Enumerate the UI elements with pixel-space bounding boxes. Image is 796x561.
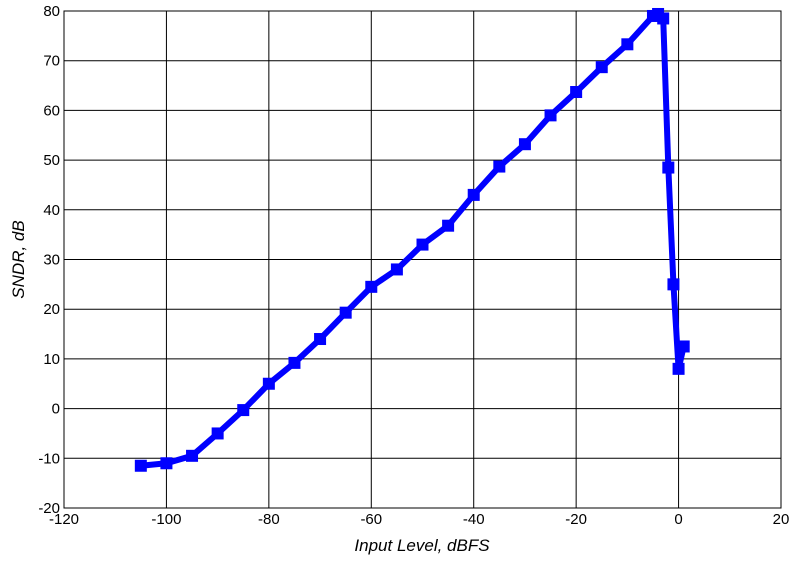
data-point-marker [160,457,173,470]
y-axis-label: SNDR, dB [9,220,28,298]
x-axis-ticks: -120 -100 -80 -60 -40 -20 0 20 [49,511,789,528]
y-axis-ticks: -20 -10 0 10 20 30 40 50 60 70 80 [38,3,60,517]
x-axis-label: Input Level, dBFS [354,536,490,555]
y-tick-label: 80 [43,3,60,20]
data-point-marker [672,362,685,375]
series-group [134,7,690,472]
data-point-marker [365,280,378,293]
x-tick-label: -100 [151,511,181,528]
data-point-marker [467,188,480,201]
x-tick-label: -80 [258,511,280,528]
data-point-marker [595,61,608,74]
y-tick-label: 0 [52,401,60,418]
data-point-marker [237,404,250,417]
y-tick-label: 30 [43,252,60,269]
y-tick-label: -10 [38,450,60,467]
y-tick-label: 50 [43,152,60,169]
data-point-marker [657,12,670,25]
y-tick-label: 10 [43,351,60,368]
y-tick-label: -20 [38,500,60,517]
x-tick-label: -120 [49,511,79,528]
x-tick-label: -60 [360,511,382,528]
data-point-marker [314,333,327,346]
data-point-marker [442,219,455,232]
x-tick-label: 20 [773,511,790,528]
data-point-marker [667,278,680,291]
data-point-marker [262,377,275,390]
y-tick-label: 40 [43,202,60,219]
data-point-marker [518,138,531,151]
data-point-marker [570,86,583,99]
data-point-marker [416,238,429,251]
y-tick-label: 70 [43,53,60,70]
data-point-marker [677,340,690,353]
data-point-marker [288,356,301,369]
data-point-marker [621,38,634,51]
x-tick-label: -40 [463,511,485,528]
y-tick-label: 20 [43,301,60,318]
data-point-marker [390,263,403,276]
data-point-marker [493,160,506,173]
x-tick-label: -20 [565,511,587,528]
x-tick-label: 0 [674,511,682,528]
data-point-marker [211,427,224,440]
data-point-marker [186,449,199,462]
data-point-marker [134,459,147,472]
data-point-marker [662,161,675,174]
data-point-marker [339,306,352,319]
data-point-marker [544,109,557,122]
y-tick-label: 60 [43,102,60,119]
